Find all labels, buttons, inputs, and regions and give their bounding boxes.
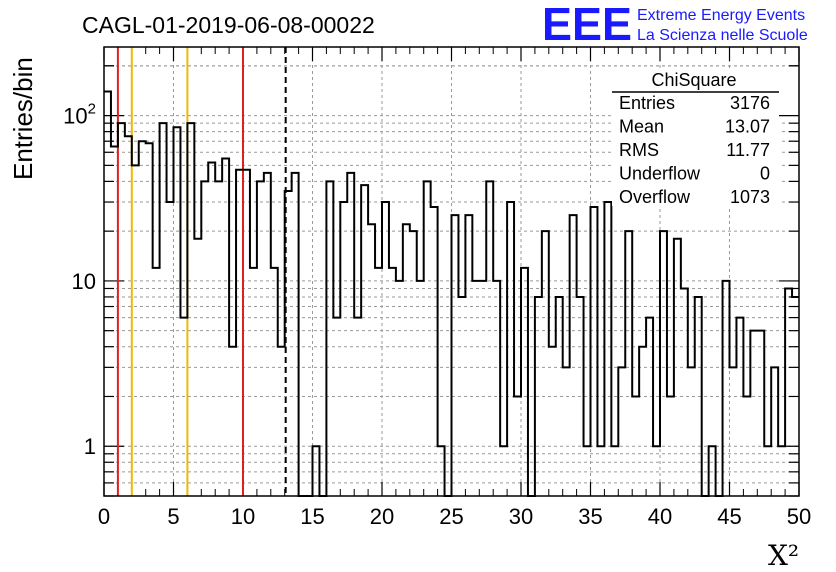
grid-layer xyxy=(104,47,799,496)
stats-label: Mean xyxy=(619,117,664,137)
y-tick-label: 10 xyxy=(72,269,96,294)
stats-value: 1073 xyxy=(730,187,770,207)
run-title: CAGL-01-2019-06-08-00022 xyxy=(82,12,375,38)
eee-logo: EEE xyxy=(542,0,632,50)
logo-line-2: La Scienza nelle Scuole xyxy=(637,27,808,44)
x-tick-label: 20 xyxy=(370,504,394,529)
x-tick-label: 0 xyxy=(98,504,110,529)
x-tick-label: 10 xyxy=(231,504,255,529)
stats-value: 3176 xyxy=(730,93,770,113)
reference-lines-layer xyxy=(116,47,287,496)
logo-line-1: Extreme Energy Events xyxy=(637,7,805,24)
x-tick-label: 5 xyxy=(167,504,179,529)
stats-value: 0 xyxy=(760,164,770,184)
y-tick-label: 1 xyxy=(84,434,96,459)
x-tick-label: 30 xyxy=(509,504,533,529)
x-tick-label: 15 xyxy=(300,504,324,529)
stats-label: Entries xyxy=(619,93,675,113)
stats-label: RMS xyxy=(619,140,659,160)
stats-value: 11.77 xyxy=(726,140,770,160)
stats-box: ChiSquare Entries 3176 Mean 13.07 RMS 11.77 Un… xyxy=(612,70,779,207)
plot-frame xyxy=(103,46,800,497)
stats-label: Underflow xyxy=(619,164,701,184)
x-tick-label: 50 xyxy=(787,504,811,529)
x-tick-label: 35 xyxy=(578,504,602,529)
stats-value: 13.07 xyxy=(725,117,770,137)
histogram-outline xyxy=(104,90,799,497)
x-tick-label: 40 xyxy=(648,504,672,529)
stats-title: ChiSquare xyxy=(651,70,736,90)
y-axis-label: Entries/bin xyxy=(8,57,38,180)
x-axis-label: X² xyxy=(768,539,799,572)
x-tick-label: 25 xyxy=(439,504,463,529)
stats-label: Overflow xyxy=(619,187,691,207)
y-tick-label: 102 xyxy=(63,101,96,129)
x-tick-label: 45 xyxy=(717,504,741,529)
